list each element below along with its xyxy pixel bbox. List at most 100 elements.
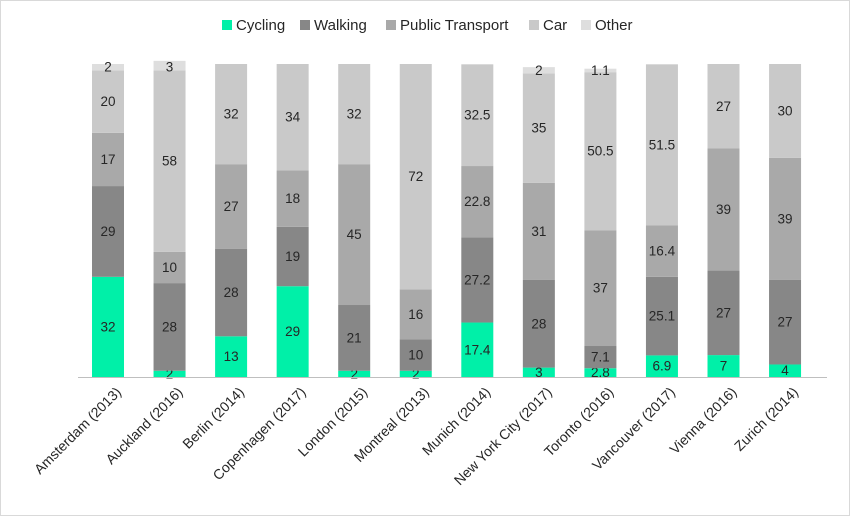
data-label-car: 32	[224, 107, 239, 122]
bar-segment-car	[399, 64, 432, 290]
bar-segment-other	[522, 67, 555, 74]
category-labels: Amsterdam (2013)Auckland (2016)Berlin (2…	[31, 384, 801, 488]
data-label-public-transport: 37	[593, 281, 608, 296]
legend-swatch-other	[581, 20, 591, 30]
data-label-public-transport: 22.8	[464, 194, 490, 209]
bar-segment-public-transport	[707, 148, 740, 271]
legend-swatch-public-transport	[386, 20, 396, 30]
bar-segment-other	[153, 60, 186, 71]
bar-segment-car	[92, 70, 124, 133]
bar-segment-car	[276, 64, 309, 171]
data-label-car: 50.5	[587, 144, 613, 159]
bar-segment-cycling	[338, 370, 371, 377]
data-label-other: 2	[535, 63, 543, 78]
data-label-public-transport: 16.4	[649, 244, 676, 259]
bar-segment-car	[338, 64, 371, 165]
data-label-cycling: 6.9	[653, 359, 672, 374]
data-label-cycling: 2	[166, 366, 174, 381]
data-label-car: 30	[778, 103, 793, 118]
bars: 3229172022281058313282732291918342214532…	[92, 60, 802, 381]
data-label-cycling: 2.8	[591, 365, 610, 380]
legend-swatch-car	[529, 20, 539, 30]
bar-segment-car	[707, 64, 740, 149]
data-label-cycling: 2	[350, 366, 358, 381]
bar-segment-car	[769, 64, 802, 158]
data-label-car: 32	[347, 107, 362, 122]
legend-label-car: Car	[543, 17, 567, 34]
data-label-walking: 19	[285, 249, 300, 264]
bar-segment-walking	[215, 248, 248, 337]
data-label-public-transport: 31	[531, 224, 546, 239]
bar-segment-public-transport	[584, 230, 617, 347]
legend-label-cycling: Cycling	[236, 17, 285, 34]
data-label-cycling: 13	[224, 349, 239, 364]
legend-swatch-cycling	[222, 20, 232, 30]
bar-segment-walking	[399, 339, 432, 371]
bar-segment-public-transport	[215, 164, 248, 249]
data-label-car: 32.5	[464, 108, 490, 123]
data-label-walking: 25.1	[649, 309, 675, 324]
bar-segment-walking	[92, 186, 124, 277]
data-label-cycling: 29	[285, 324, 300, 339]
bar-segment-car	[461, 64, 494, 167]
data-label-car: 27	[716, 99, 731, 114]
bar-segment-cycling	[399, 370, 432, 377]
data-label-cycling: 17.4	[464, 342, 491, 357]
bar-segment-public-transport	[92, 132, 124, 187]
bar-segment-public-transport	[769, 157, 802, 280]
bar-segment-public-transport	[276, 170, 309, 227]
bar-segment-cycling	[522, 367, 555, 377]
bar-segment-cycling	[215, 336, 248, 377]
data-label-public-transport: 39	[716, 202, 731, 217]
bar-segment-cycling	[153, 370, 186, 377]
bar-segment-cycling	[645, 355, 678, 377]
data-label-other: 3	[166, 60, 174, 75]
bar-segment-public-transport	[645, 225, 678, 277]
bar-segment-cycling	[276, 286, 309, 377]
data-label-public-transport: 39	[778, 211, 793, 226]
bar-segment-public-transport	[399, 289, 432, 340]
data-label-walking: 28	[224, 285, 239, 300]
data-label-cycling: 7	[720, 359, 728, 374]
data-label-public-transport: 45	[347, 227, 362, 242]
data-label-walking: 28	[531, 316, 546, 331]
data-label-walking: 27.2	[464, 272, 490, 287]
bar-segment-car	[215, 64, 248, 165]
data-label-walking: 21	[347, 330, 362, 345]
bar-segment-public-transport	[338, 164, 371, 306]
data-label-other: 1.1	[591, 63, 610, 78]
legend-label-walking: Walking	[314, 17, 367, 34]
bar-segment-walking	[769, 279, 802, 365]
data-label-car: 58	[162, 154, 177, 169]
bar-segment-walking	[707, 270, 740, 356]
bar-segment-car	[522, 73, 555, 183]
bar-segment-car	[584, 72, 617, 231]
data-label-public-transport: 27	[224, 199, 239, 214]
data-label-car: 51.5	[649, 137, 675, 152]
bar-segment-public-transport	[461, 166, 494, 238]
bar-segment-walking	[645, 276, 678, 356]
bar-segment-walking	[522, 279, 555, 368]
bar-segment-cycling	[461, 322, 494, 377]
bar-segment-walking	[153, 283, 186, 371]
bar-segment-public-transport	[153, 251, 186, 284]
data-label-car: 20	[100, 94, 115, 109]
bar-segment-walking	[461, 237, 494, 323]
data-label-walking: 10	[408, 348, 423, 363]
category-label: Berlin (2014)	[179, 384, 247, 452]
data-label-car: 35	[531, 121, 546, 136]
bar-segment-cycling	[92, 276, 124, 377]
bar-segment-cycling	[707, 355, 740, 377]
bar-segment-cycling	[584, 368, 617, 377]
data-label-cycling: 32	[100, 319, 115, 334]
data-label-cycling: 2	[412, 366, 420, 381]
bar-segment-public-transport	[522, 182, 555, 280]
legend-label-public-transport: Public Transport	[400, 17, 509, 34]
data-label-public-transport: 16	[408, 307, 423, 322]
data-label-cycling: 4	[781, 363, 789, 378]
bar-segment-other	[584, 68, 617, 73]
data-label-public-transport: 18	[285, 191, 300, 206]
bar-segment-walking	[276, 226, 309, 287]
